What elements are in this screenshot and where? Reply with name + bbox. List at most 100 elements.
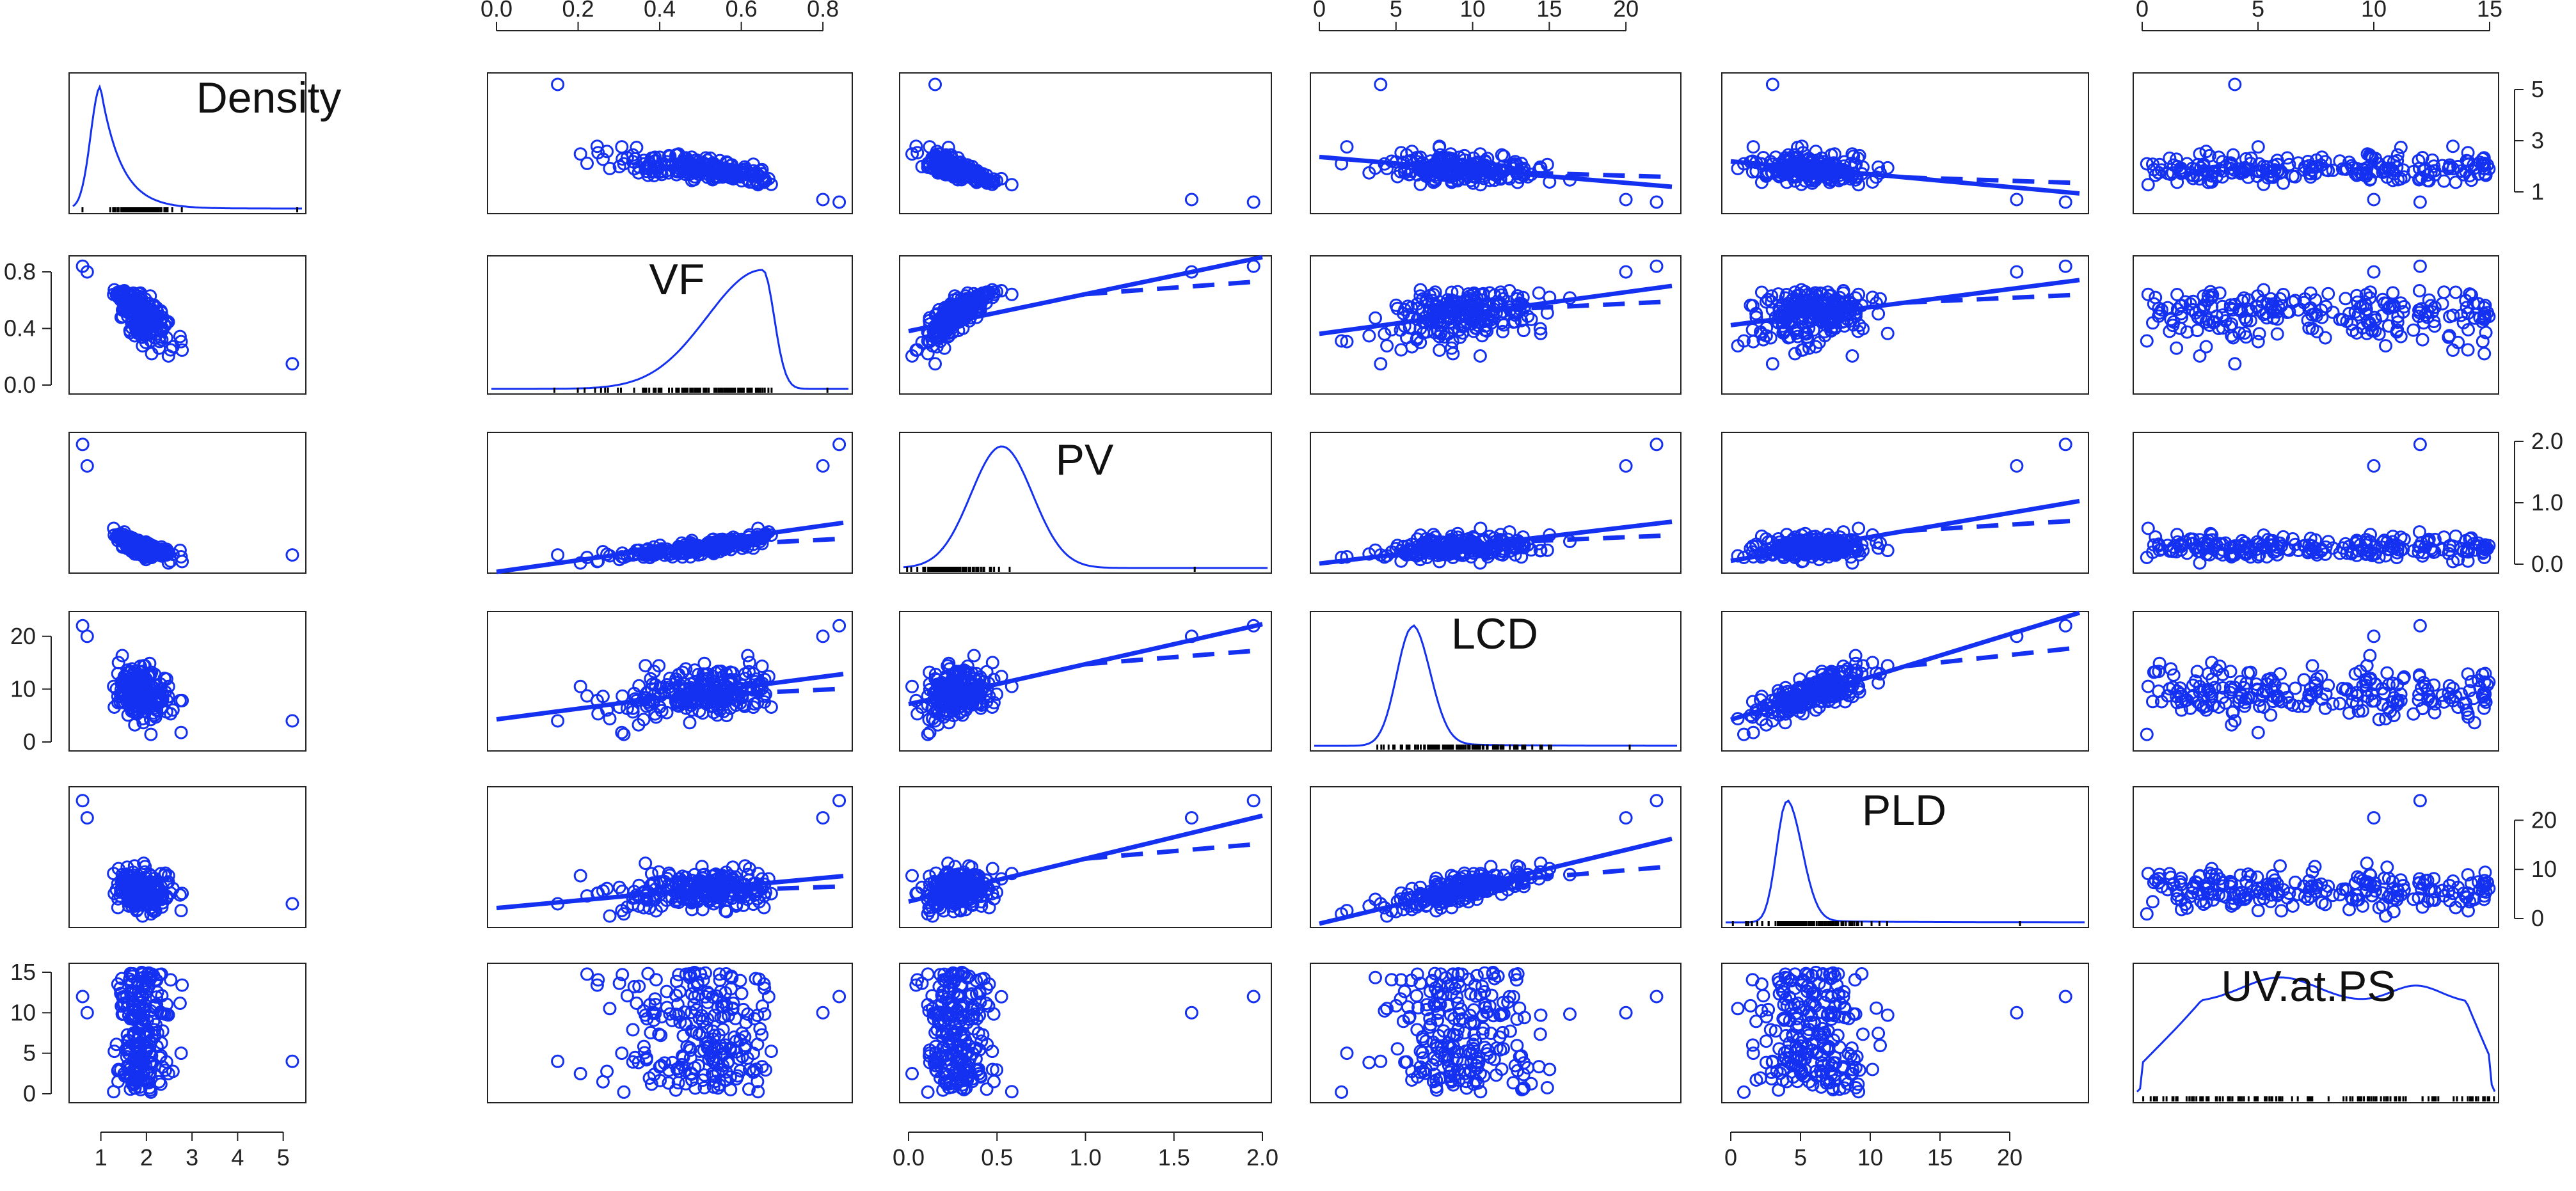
data-point	[2146, 157, 2159, 171]
data-point	[655, 168, 669, 182]
data-point	[2377, 164, 2391, 178]
data-point	[123, 533, 137, 548]
data-point	[1746, 335, 1760, 349]
data-point	[946, 168, 960, 182]
data-point	[1419, 315, 1433, 329]
data-point	[1474, 521, 1488, 535]
data-point	[1432, 141, 1446, 154]
data-point	[80, 629, 94, 643]
rug-vf	[553, 388, 829, 393]
data-point	[2424, 299, 2438, 313]
data-point	[832, 195, 847, 209]
panel-density-vs-pv	[899, 72, 1272, 214]
data-point	[1534, 326, 1548, 340]
data-point	[1765, 289, 1779, 303]
data-point	[905, 147, 919, 161]
data-point	[2244, 151, 2258, 165]
data-point	[2146, 316, 2159, 330]
data-point	[970, 296, 984, 310]
data-point	[2437, 174, 2451, 188]
data-point	[1821, 285, 1835, 299]
data-point	[1413, 150, 1427, 164]
data-point	[2351, 168, 2365, 182]
panel-pv-vs-lcd	[1310, 432, 1682, 574]
panel-vf-vs-density	[68, 255, 306, 395]
data-point	[115, 649, 129, 663]
data-point	[139, 308, 154, 322]
data-point	[132, 533, 145, 548]
data-point	[2413, 438, 2427, 452]
data-point	[615, 140, 629, 154]
data-point	[76, 438, 90, 452]
panel-vf-vs-pld	[1721, 255, 2089, 395]
panel-frame	[1310, 432, 1682, 574]
points	[2140, 438, 2496, 570]
data-point	[2239, 330, 2253, 344]
points	[2140, 77, 2496, 209]
data-point	[285, 714, 299, 728]
data-point	[2356, 320, 2369, 335]
data-point	[2424, 166, 2438, 180]
smooth-fit-line	[669, 536, 844, 550]
data-point	[2421, 310, 2435, 324]
data-point	[1844, 313, 1858, 327]
data-point	[947, 299, 961, 313]
data-point	[1619, 459, 1633, 473]
data-point	[2363, 291, 2377, 305]
data-point	[114, 310, 128, 324]
data-point	[1378, 327, 1392, 341]
data-point	[2010, 265, 2024, 279]
points	[2140, 259, 2496, 371]
data-point	[1340, 335, 1354, 349]
data-point	[985, 656, 999, 670]
points	[1731, 619, 2072, 741]
data-point	[2449, 175, 2463, 189]
data-point	[2226, 148, 2240, 162]
data-point	[2375, 309, 2389, 322]
data-point	[2199, 315, 2213, 329]
data-point	[2228, 77, 2242, 91]
data-point	[600, 145, 614, 159]
data-point	[2197, 299, 2211, 312]
data-point	[2380, 170, 2394, 184]
data-point	[1619, 265, 1633, 279]
data-point	[1515, 157, 1529, 170]
data-point	[1812, 335, 1826, 349]
data-point	[2266, 169, 2280, 183]
data-point	[2446, 308, 2460, 322]
data-point	[2394, 141, 2408, 154]
data-point	[2356, 168, 2369, 182]
data-point	[1456, 326, 1470, 340]
data-point	[1650, 438, 1664, 452]
data-point	[2235, 164, 2249, 178]
data-point	[2428, 319, 2442, 333]
data-point	[1852, 287, 1866, 301]
points	[551, 438, 847, 570]
panel-frame	[487, 72, 853, 214]
data-point	[703, 151, 717, 165]
data-point	[1474, 287, 1488, 301]
panel-frame	[1721, 72, 2089, 214]
data-point	[1246, 259, 1260, 273]
data-point	[1776, 326, 1790, 340]
data-point	[1515, 313, 1529, 327]
data-point	[930, 165, 944, 178]
data-point	[1398, 303, 1412, 317]
data-point	[147, 542, 161, 556]
panel-pv-vs-uv-at-ps	[2133, 432, 2499, 574]
data-point	[2288, 294, 2302, 308]
data-point	[1845, 349, 1859, 363]
data-point	[1771, 287, 1785, 301]
data-point	[963, 170, 977, 184]
data-point	[2010, 459, 2024, 473]
data-point	[2163, 151, 2177, 165]
data-point	[2305, 163, 2319, 177]
data-point	[2461, 146, 2475, 160]
data-point	[930, 340, 944, 354]
data-point	[2225, 303, 2239, 317]
panel-lcd-vs-density	[68, 611, 306, 752]
data-point	[2339, 292, 2353, 306]
data-point	[2010, 193, 2024, 207]
data-point	[1446, 347, 1460, 361]
